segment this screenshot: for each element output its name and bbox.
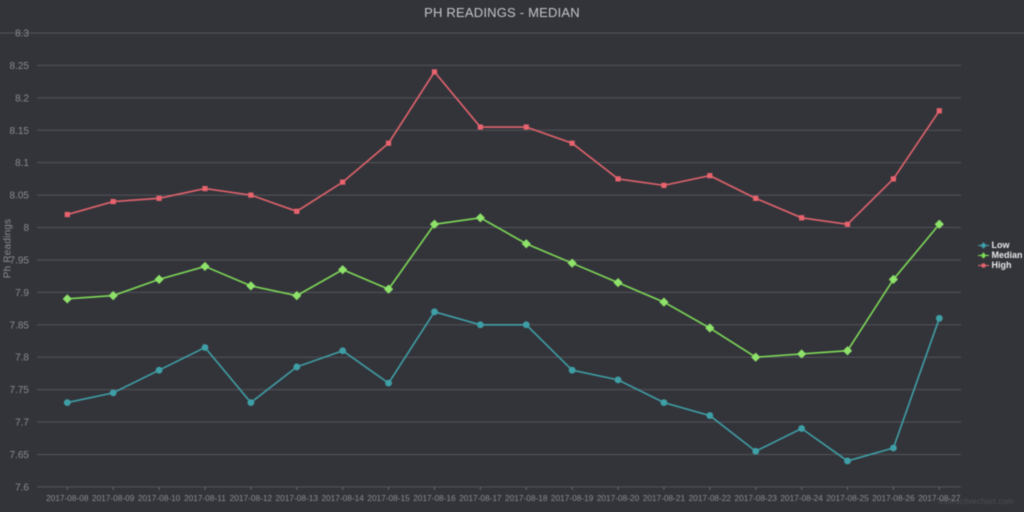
svg-text:2017-08-17: 2017-08-17 bbox=[459, 493, 502, 503]
svg-text:2017-08-16: 2017-08-16 bbox=[413, 493, 456, 503]
svg-text:2017-08-12: 2017-08-12 bbox=[230, 493, 273, 503]
svg-text:8.15: 8.15 bbox=[10, 126, 30, 137]
svg-text:2017-08-21: 2017-08-21 bbox=[643, 493, 686, 503]
svg-text:2017-08-25: 2017-08-25 bbox=[826, 493, 869, 503]
svg-text:2017-08-22: 2017-08-22 bbox=[689, 493, 732, 503]
svg-text:2017-08-15: 2017-08-15 bbox=[367, 493, 410, 503]
svg-text:7.65: 7.65 bbox=[10, 450, 30, 461]
svg-text:2017-08-20: 2017-08-20 bbox=[597, 493, 640, 503]
svg-text:7.8: 7.8 bbox=[15, 353, 29, 364]
svg-text:2017-08-24: 2017-08-24 bbox=[780, 493, 823, 503]
svg-text:2017-08-23: 2017-08-23 bbox=[734, 493, 777, 503]
svg-text:2017-08-10: 2017-08-10 bbox=[138, 493, 181, 503]
svg-text:8.3: 8.3 bbox=[15, 29, 29, 40]
svg-text:7.75: 7.75 bbox=[10, 385, 30, 396]
svg-text:2017-08-18: 2017-08-18 bbox=[505, 493, 548, 503]
svg-text:7.7: 7.7 bbox=[15, 418, 29, 429]
svg-text:2017-08-14: 2017-08-14 bbox=[321, 493, 364, 503]
svg-text:2017-08-13: 2017-08-13 bbox=[276, 493, 319, 503]
svg-text:8.2: 8.2 bbox=[15, 93, 29, 104]
svg-text:2017-08-08: 2017-08-08 bbox=[46, 493, 89, 503]
svg-text:2017-08-09: 2017-08-09 bbox=[92, 493, 135, 503]
svg-text:7.9: 7.9 bbox=[15, 288, 29, 299]
svg-text:8.1: 8.1 bbox=[15, 158, 29, 169]
svg-text:2017-08-26: 2017-08-26 bbox=[872, 493, 915, 503]
svg-text:8: 8 bbox=[23, 223, 29, 234]
svg-text:2017-08-11: 2017-08-11 bbox=[184, 493, 226, 503]
svg-text:2017-08-19: 2017-08-19 bbox=[551, 493, 594, 503]
svg-text:8.25: 8.25 bbox=[10, 61, 30, 72]
svg-text:7.6: 7.6 bbox=[15, 482, 29, 493]
